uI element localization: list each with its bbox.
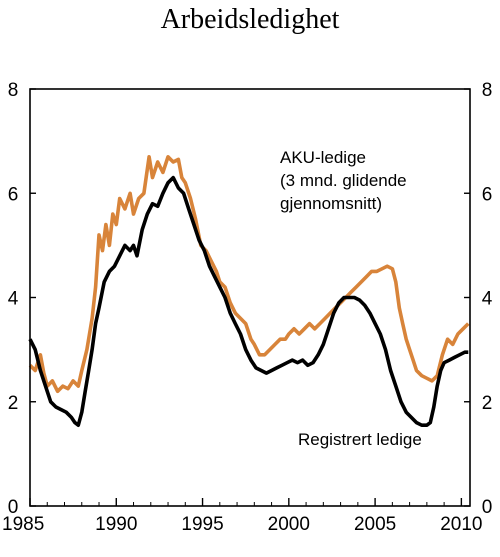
- aku-label-line-3: gjennomsnitt): [280, 194, 382, 213]
- aku-series-label: AKU-ledige (3 mnd. glidende gjennomsnitt…: [280, 148, 407, 213]
- registered-series-line: [28, 175, 469, 427]
- x-tick-label: 1985: [2, 514, 44, 535]
- y-tick-label-right: 6: [482, 184, 493, 205]
- y-tick-label-left: 0: [8, 497, 19, 518]
- y-tick-label-right: 2: [482, 393, 493, 414]
- aku-label-line-1: AKU-ledige: [280, 148, 366, 167]
- chart-title: Arbeidsledighet: [161, 4, 340, 35]
- y-tick-label-left: 6: [8, 184, 19, 205]
- y-tick-label-right: 4: [482, 289, 493, 310]
- y-tick-label-left: 2: [8, 393, 19, 414]
- axis-ticks: 0 0 2 2 4 4 6 6 8 8 1985 1990 1995 2000 2005 2010: [2, 80, 493, 535]
- registered-series-label: Registrert ledige: [298, 430, 422, 449]
- y-tick-label-left: 8: [8, 80, 19, 101]
- y-tick-label-right: 0: [482, 497, 493, 518]
- series-lines: [28, 155, 470, 427]
- y-tick-label-right: 8: [482, 80, 493, 101]
- aku-series-line: [28, 155, 470, 394]
- x-tick-label: 2010: [440, 514, 482, 535]
- x-tick-label: 1990: [95, 514, 137, 535]
- x-tick-label: 1995: [181, 514, 223, 535]
- x-tick-label: 2000: [268, 514, 310, 535]
- aku-label-line-2: (3 mnd. glidende: [280, 171, 407, 190]
- y-tick-label-left: 4: [8, 289, 19, 310]
- x-tick-label: 2005: [354, 514, 396, 535]
